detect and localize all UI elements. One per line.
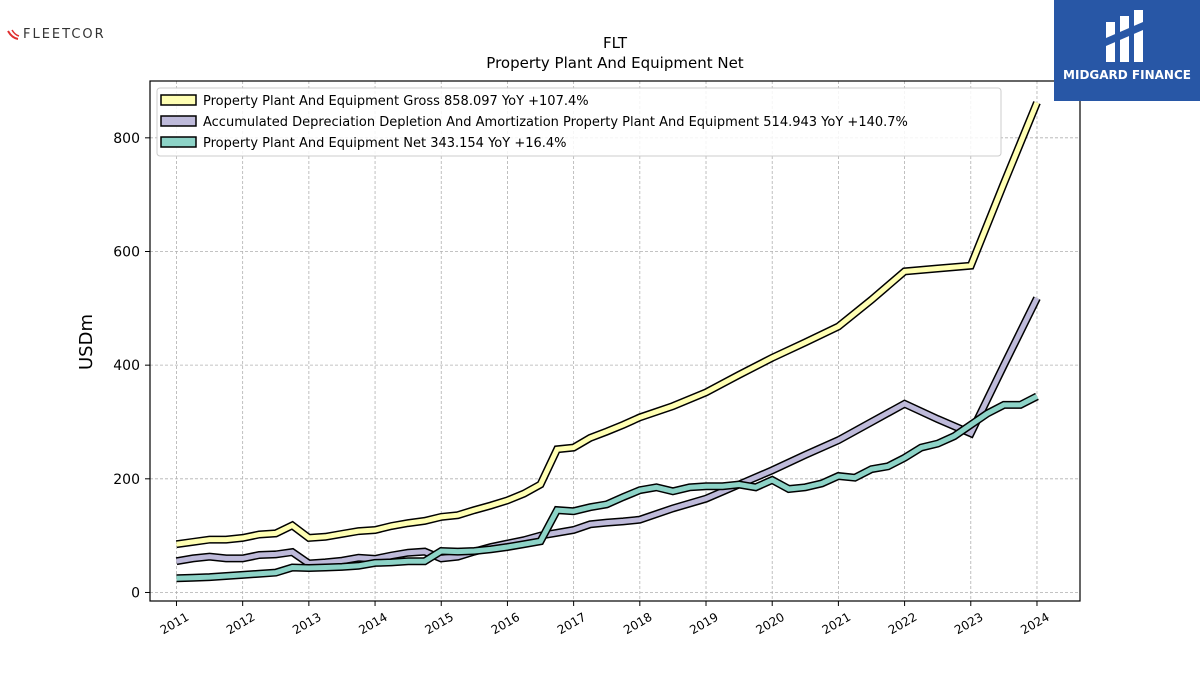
legend-swatch	[160, 136, 197, 148]
x-tick-label: 2012	[224, 610, 257, 637]
series-layer	[175, 101, 1041, 583]
legend-box	[156, 87, 1002, 157]
x-tick-label: 2013	[290, 610, 323, 637]
x-tick-label: 2017	[555, 610, 588, 637]
legend-label: Property Plant And Equipment Net 343.154…	[203, 136, 567, 151]
x-tick-label: 2015	[423, 610, 456, 637]
x-tick-label: 2024	[1018, 610, 1051, 637]
y-tick-label: 600	[113, 244, 140, 260]
chart-subtitle: Property Plant And Equipment Net	[486, 54, 743, 72]
fleetcor-logo-text: FLEETCOR	[23, 27, 106, 42]
series-line-outline	[176, 392, 1039, 583]
x-tick-label: 2020	[753, 610, 786, 637]
legend: Property Plant And Equipment Gross 858.0…	[156, 87, 1002, 157]
x-tick-label: 2016	[489, 610, 522, 637]
legend-label: Property Plant And Equipment Gross 858.0…	[203, 94, 589, 109]
x-tick-label: 2023	[952, 610, 985, 637]
legend-swatch	[160, 115, 197, 127]
series-line-outline	[175, 101, 1041, 549]
y-tick-label: 400	[113, 358, 140, 374]
x-tick-label: 2018	[621, 610, 654, 637]
fleetcor-logo: FLEETCOR	[6, 27, 106, 42]
series-line	[176, 394, 1039, 581]
legend-label: Accumulated Depreciation Depletion And A…	[203, 115, 908, 130]
y-axis: 0 200 400 600 800	[113, 131, 150, 601]
x-tick-label: 2022	[886, 610, 919, 637]
x-tick-label: 2014	[356, 610, 389, 637]
y-tick-label: 800	[113, 131, 140, 147]
midgard-emblem-icon	[1106, 10, 1143, 62]
x-tick-label: 2021	[820, 610, 853, 637]
chart-title: FLT	[603, 34, 628, 52]
x-tick-label: 2011	[158, 610, 191, 637]
x-tick-label: 2019	[687, 610, 720, 637]
series-line	[176, 101, 1040, 547]
midgard-finance-logo: MIDGARD FINANCE	[1054, 0, 1200, 101]
fleetcor-swoosh-icon	[7, 29, 20, 40]
midgard-logo-text: MIDGARD FINANCE	[1063, 68, 1191, 82]
plot-frame	[149, 80, 1081, 602]
x-axis: 2011 2012 2013 2014 2015 2016 2017 2018 2019 2020…	[158, 601, 1052, 637]
y-axis-label: USDm	[76, 314, 97, 370]
legend-swatch	[160, 94, 197, 106]
y-tick-label: 200	[113, 472, 140, 488]
y-tick-label: 0	[131, 585, 140, 601]
